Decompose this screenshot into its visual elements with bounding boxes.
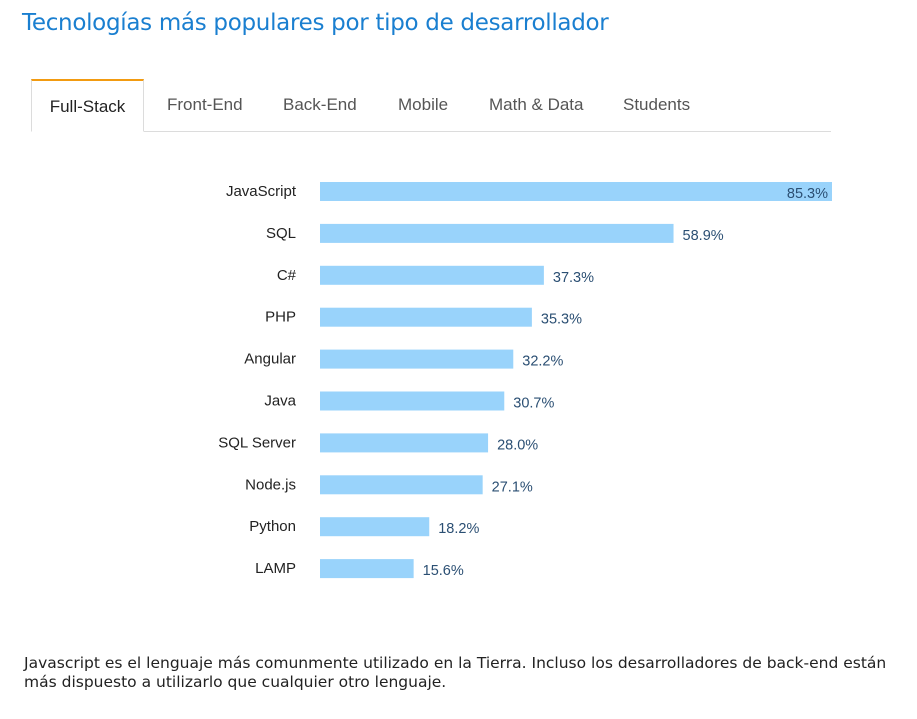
bar-node-js: [320, 475, 483, 495]
category-label-javascript: JavaScript: [226, 183, 297, 200]
tab-math-data[interactable]: Math & Data: [489, 95, 584, 114]
tab-back-end[interactable]: Back-End: [283, 95, 357, 114]
value-label-sql: 58.9%: [683, 228, 724, 244]
category-label-python: Python: [249, 518, 296, 535]
chart-caption: Javascript es el lenguaje más comunmente…: [24, 654, 887, 691]
category-label-sql-server: SQL Server: [218, 434, 296, 451]
bar-python: [320, 517, 430, 537]
value-label-python: 18.2%: [438, 521, 479, 537]
category-label-sql: SQL: [266, 225, 296, 242]
bar-java: [320, 391, 505, 411]
value-label-c: 37.3%: [553, 270, 594, 286]
category-label-angular: Angular: [244, 351, 296, 368]
category-label-c: C#: [277, 267, 297, 284]
tab-full-stack[interactable]: Full-Stack: [31, 79, 144, 132]
value-label-sql-server: 28.0%: [497, 437, 538, 453]
page-title: Tecnologías más populares por tipo de de…: [22, 10, 609, 36]
value-label-java: 30.7%: [513, 396, 554, 412]
tab-students[interactable]: Students: [623, 95, 691, 114]
category-label-java: Java: [264, 393, 296, 410]
category-label-lamp: LAMP: [255, 560, 296, 577]
tab-mobile[interactable]: Mobile: [398, 95, 449, 114]
bar-sql-server: [320, 433, 489, 453]
bar-php: [320, 307, 532, 327]
value-label-javascript: 85.3%: [787, 186, 828, 202]
value-label-lamp: 15.6%: [423, 563, 464, 579]
category-label-node-js: Node.js: [245, 476, 296, 493]
tab-front-end[interactable]: Front-End: [167, 95, 243, 114]
bar-sql: [320, 223, 674, 243]
value-label-angular: 32.2%: [522, 354, 563, 370]
bar-lamp: [320, 559, 414, 579]
category-label-php: PHP: [265, 309, 296, 326]
technologies-bar-chart: JavaScript 85.3% SQL 58.9% C# 37.3% PHP 35.3% An…: [218, 182, 832, 579]
bar-angular: [320, 349, 514, 369]
value-label-php: 35.3%: [541, 312, 582, 328]
bar-c: [320, 265, 544, 285]
developer-type-tabs: Full-Stack Front-End Back-End Mobile Mat…: [31, 79, 831, 132]
bar-javascript: [320, 182, 832, 201]
value-label-node-js: 27.1%: [492, 479, 533, 495]
